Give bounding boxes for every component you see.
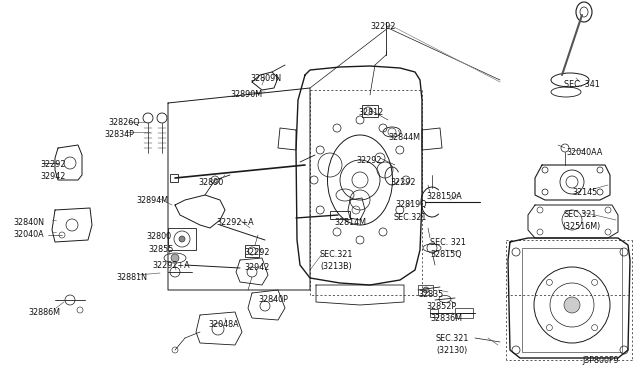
Text: 32890: 32890 bbox=[198, 178, 223, 187]
Text: 32942: 32942 bbox=[244, 263, 269, 272]
Text: 32292: 32292 bbox=[370, 22, 396, 31]
Circle shape bbox=[171, 254, 179, 262]
Circle shape bbox=[179, 236, 185, 242]
Text: 32809N: 32809N bbox=[250, 74, 281, 83]
Text: 32040A: 32040A bbox=[13, 230, 44, 239]
Text: SEC.321: SEC.321 bbox=[320, 250, 353, 259]
Text: 32819Q: 32819Q bbox=[395, 200, 427, 209]
Text: (32130): (32130) bbox=[436, 346, 467, 355]
Circle shape bbox=[423, 287, 429, 293]
Text: 32942: 32942 bbox=[40, 172, 65, 181]
Text: 32292: 32292 bbox=[40, 160, 65, 169]
Text: (3213B): (3213B) bbox=[320, 262, 352, 271]
Text: 32844M: 32844M bbox=[388, 133, 420, 142]
Bar bbox=[455, 308, 473, 318]
Text: SEC. 321: SEC. 321 bbox=[430, 238, 466, 247]
Text: 32852P: 32852P bbox=[426, 302, 456, 311]
Bar bbox=[418, 285, 433, 295]
Text: 32145: 32145 bbox=[572, 188, 597, 197]
Text: 32040AA: 32040AA bbox=[566, 148, 602, 157]
Text: 32800: 32800 bbox=[146, 232, 171, 241]
Text: 32815Q: 32815Q bbox=[430, 250, 461, 259]
Bar bbox=[168, 228, 196, 250]
Circle shape bbox=[564, 297, 580, 313]
Text: 32840P: 32840P bbox=[258, 295, 288, 304]
Bar bbox=[245, 245, 259, 257]
Text: 32814M: 32814M bbox=[334, 218, 366, 227]
Text: 32292+A: 32292+A bbox=[216, 218, 253, 227]
Bar bbox=[430, 309, 438, 317]
Bar bbox=[170, 174, 178, 182]
Bar bbox=[522, 248, 622, 352]
Text: 32826Q: 32826Q bbox=[108, 118, 140, 127]
Text: 32855: 32855 bbox=[148, 245, 173, 254]
Text: (32516M): (32516M) bbox=[562, 222, 600, 231]
Bar bbox=[362, 105, 378, 117]
Text: 32048A: 32048A bbox=[208, 320, 239, 329]
Text: 32834P: 32834P bbox=[104, 130, 134, 139]
Text: SEC.321: SEC.321 bbox=[564, 210, 597, 219]
Text: SEC.321: SEC.321 bbox=[436, 334, 469, 343]
Text: SEC.321: SEC.321 bbox=[394, 213, 428, 222]
Text: SEC. 341: SEC. 341 bbox=[564, 80, 600, 89]
Text: 32881N: 32881N bbox=[116, 273, 147, 282]
Text: 32292: 32292 bbox=[356, 156, 381, 165]
Bar bbox=[330, 211, 350, 219]
Text: 32292: 32292 bbox=[390, 178, 415, 187]
Text: 32894M: 32894M bbox=[136, 196, 168, 205]
Text: 32840N: 32840N bbox=[13, 218, 44, 227]
Text: 32890M: 32890M bbox=[230, 90, 262, 99]
Text: 32886M: 32886M bbox=[28, 308, 60, 317]
Text: 328150A: 328150A bbox=[426, 192, 461, 201]
Text: 32292: 32292 bbox=[244, 248, 269, 257]
Text: 32835: 32835 bbox=[418, 290, 444, 299]
Text: 32292+A: 32292+A bbox=[152, 261, 189, 270]
Text: 32836M: 32836M bbox=[430, 314, 462, 323]
Text: J3P800F9: J3P800F9 bbox=[582, 356, 619, 365]
Text: 32812: 32812 bbox=[358, 108, 383, 117]
